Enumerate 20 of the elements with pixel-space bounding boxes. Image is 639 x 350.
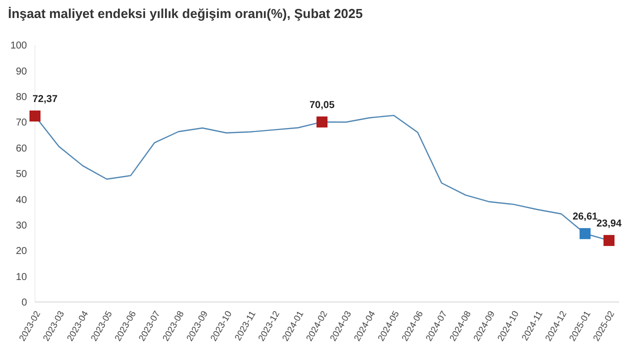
data-label: 26,61	[572, 212, 598, 223]
y-tick-label: 20	[16, 246, 28, 258]
chart-title: İnşaat maliyet endeksi yıllık değişim oranı(%), Şubat 2025	[8, 6, 363, 21]
data-label: 70,05	[309, 100, 335, 111]
y-tick-label: 90	[16, 66, 28, 78]
y-tick-label: 70	[16, 118, 28, 129]
y-tick-label: 80	[16, 92, 28, 103]
point	[316, 116, 328, 128]
y-tick-label: 0	[21, 298, 28, 309]
y-tick-label: 30	[16, 220, 28, 232]
y-tick-label: 50	[16, 169, 28, 180]
data-label: 72,37	[32, 94, 58, 106]
y-tick-label: 100	[10, 40, 28, 52]
point	[580, 228, 591, 240]
point	[30, 110, 40, 122]
y-tick-label: 40	[16, 194, 28, 206]
point	[604, 234, 614, 246]
y-tick-label: 60	[16, 143, 28, 154]
data-label: 23,94	[596, 218, 622, 230]
y-tick-label: 10	[16, 272, 28, 283]
